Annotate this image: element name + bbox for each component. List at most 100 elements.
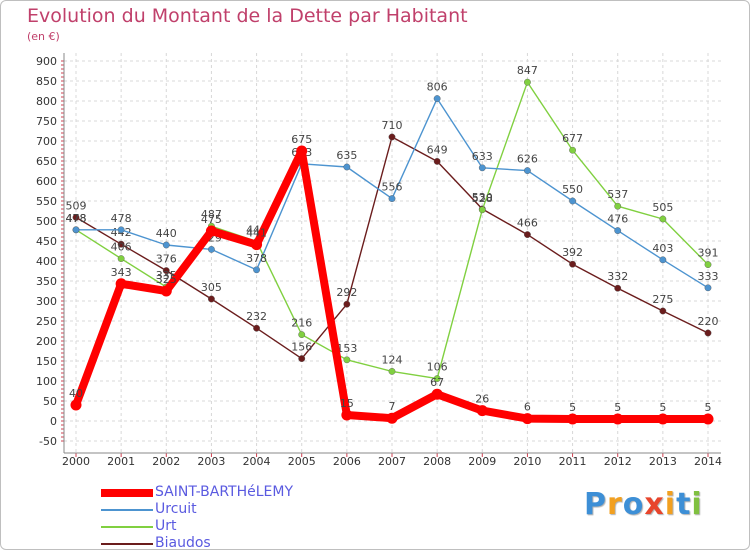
data-label: 378	[246, 252, 267, 265]
series-1: 40 343 325 475 441 675 15 7 67 26 6 5 5 5 5	[69, 133, 714, 425]
series-2: 4784784404293786436355568066336265504764…	[66, 81, 719, 292]
data-label: 466	[517, 217, 538, 230]
data-point	[569, 260, 576, 268]
data-point	[524, 167, 531, 175]
data-point	[433, 95, 441, 103]
data-point	[521, 413, 533, 425]
data-label: 333	[698, 270, 719, 283]
data-point	[70, 399, 82, 411]
data-point	[341, 409, 353, 421]
data-label: 392	[562, 246, 583, 259]
data-label: 40	[69, 387, 83, 400]
data-label: 5	[659, 401, 666, 414]
data-point	[612, 413, 624, 425]
y-tick-label: 850	[36, 75, 57, 88]
data-point	[72, 213, 80, 221]
y-tick-label: 50	[43, 395, 57, 408]
series-3: 4784063354874492161531241065288476775375…	[66, 64, 719, 382]
data-point	[476, 405, 488, 417]
legend-swatch	[101, 488, 153, 497]
data-point	[296, 145, 308, 157]
data-label: 5	[569, 401, 576, 414]
data-point	[388, 195, 396, 203]
data-label: 806	[427, 81, 448, 94]
legend-label: Urcuit	[155, 501, 197, 517]
x-tick-label: 2009	[468, 455, 496, 468]
y-tick-label: 700	[36, 135, 57, 148]
y-tick-label: 400	[36, 255, 57, 268]
y-tick-label: 200	[36, 335, 57, 348]
data-point	[614, 284, 622, 292]
x-tick-label: 2013	[649, 455, 677, 468]
legend-swatch	[101, 508, 153, 511]
data-label: 26	[475, 393, 489, 406]
legend-label: Biaudos	[155, 535, 211, 550]
x-tick-label: 2004	[243, 455, 271, 468]
data-label: 5	[705, 401, 712, 414]
data-label: 220	[698, 315, 719, 328]
data-point	[431, 388, 443, 400]
logo-letter: i	[664, 487, 677, 522]
x-tick-label: 2005	[288, 455, 316, 468]
data-point	[253, 266, 260, 274]
data-point	[657, 413, 669, 425]
data-point	[208, 245, 215, 253]
data-label: 478	[66, 212, 87, 225]
data-label: 440	[156, 227, 177, 240]
logo-letter: t	[676, 487, 692, 522]
data-point	[433, 157, 441, 165]
data-label: 509	[66, 199, 87, 212]
data-label: 292	[336, 286, 357, 299]
data-label: 325	[156, 273, 177, 286]
data-label: 391	[698, 247, 719, 260]
logo-letter: P	[584, 487, 607, 522]
data-point	[659, 307, 667, 315]
data-point	[478, 206, 486, 214]
data-point	[298, 331, 306, 338]
data-label: 710	[382, 119, 403, 132]
data-point	[704, 284, 712, 292]
data-label: 505	[652, 201, 673, 214]
data-point	[117, 240, 125, 248]
data-point	[162, 267, 170, 274]
data-point	[205, 225, 217, 237]
data-point	[208, 295, 215, 303]
x-tick-label: 2002	[152, 455, 180, 468]
data-label: 5	[614, 401, 621, 414]
legend-swatch	[101, 542, 153, 545]
data-point	[343, 356, 351, 364]
data-label: 550	[562, 183, 583, 196]
logo-letter: i	[691, 487, 703, 522]
data-label: 478	[66, 212, 87, 225]
y-tick-label: 500	[36, 215, 57, 228]
data-point	[117, 255, 125, 263]
data-label: 441	[246, 227, 267, 240]
y-tick-label: 800	[36, 95, 57, 108]
data-point	[162, 241, 170, 249]
data-label: 406	[111, 241, 132, 254]
data-point	[524, 231, 531, 239]
data-point	[614, 202, 622, 210]
data-label: 275	[652, 293, 673, 306]
x-tick-label: 2011	[559, 455, 587, 468]
data-point	[251, 239, 263, 251]
data-point	[253, 324, 260, 332]
legend-item: SAINT-BARTHéLEMY	[101, 484, 361, 501]
data-label: 156	[291, 341, 312, 354]
data-point	[614, 227, 622, 235]
chart-title: Evolution du Montant de la Dette par Hab…	[27, 5, 468, 27]
y-tick-label: 650	[36, 155, 57, 168]
x-tick-label: 2003	[197, 455, 225, 468]
y-tick-label: 0	[50, 415, 57, 428]
y-tick-label: 300	[36, 295, 57, 308]
legend-swatch	[101, 525, 153, 528]
data-label: 15	[340, 397, 354, 410]
data-point	[117, 226, 125, 234]
y-tick-label: 150	[36, 355, 57, 368]
data-label: 675	[291, 133, 312, 146]
data-label: 6	[524, 401, 531, 414]
logo-letter: x	[644, 487, 665, 522]
data-label: 67	[430, 376, 444, 389]
logo-letter: r	[607, 487, 623, 522]
